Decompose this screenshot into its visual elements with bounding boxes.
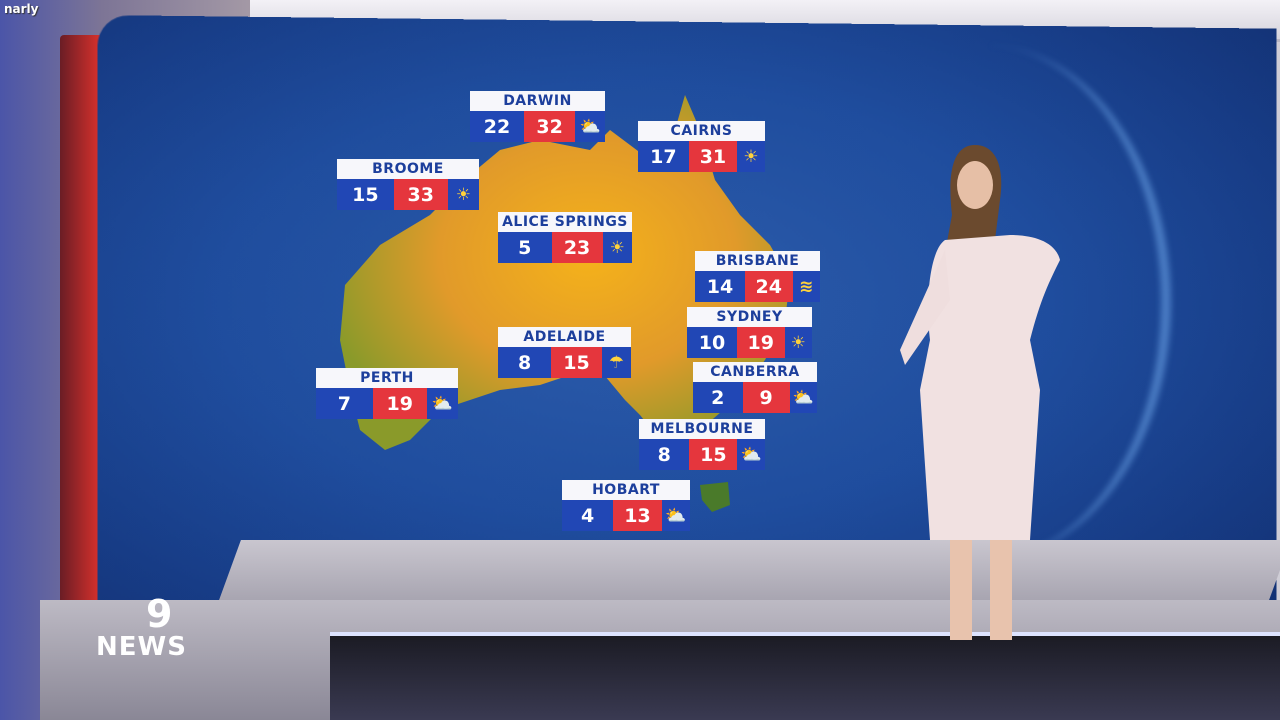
min-temp: 17 [638, 141, 689, 172]
corner-caption: narly [4, 2, 39, 16]
windy-icon: ≋ [792, 271, 820, 302]
city-name: CANBERRA [693, 362, 817, 382]
city-name: PERTH [316, 368, 458, 388]
min-temp: 4 [562, 500, 614, 531]
min-temp: 5 [498, 232, 552, 263]
city-name: CAIRNS [638, 121, 765, 141]
australia-landmass [340, 95, 790, 450]
city-name: MELBOURNE [639, 419, 765, 439]
weather-card-canberra: CANBERRA 2 9 ⛅ [693, 362, 817, 413]
sunny-icon: ☀ [602, 232, 632, 263]
max-temp: 24 [745, 271, 793, 302]
partly-cloudy-icon: ⛅ [661, 500, 690, 531]
max-temp: 13 [613, 500, 662, 531]
max-temp: 19 [372, 388, 427, 419]
max-temp: 15 [689, 439, 738, 470]
weather-card-sydney: SYDNEY 10 19 ☀ [687, 307, 812, 358]
min-temp: 7 [316, 388, 373, 419]
showers-icon: ☂ [601, 347, 631, 378]
weather-card-darwin: DARWIN 22 32 ⛅ [470, 91, 605, 142]
min-temp: 8 [498, 347, 552, 378]
partly-cloudy-icon: ⛅ [737, 439, 765, 470]
city-name: DARWIN [470, 91, 605, 111]
max-temp: 9 [742, 382, 790, 413]
min-temp: 8 [639, 439, 690, 470]
partly-cloudy-icon: ⛅ [426, 388, 458, 419]
min-temp: 2 [693, 382, 743, 413]
max-temp: 15 [551, 347, 602, 378]
weather-card-brisbane: BRISBANE 14 24 ≋ [695, 251, 820, 302]
presenter [900, 145, 1060, 640]
city-name: BROOME [337, 159, 479, 179]
studio-floor [330, 632, 1280, 720]
min-temp: 10 [687, 327, 737, 358]
partly-cloudy-icon: ⛅ [789, 382, 817, 413]
min-temp: 15 [337, 179, 394, 210]
weather-card-hobart: HOBART 4 13 ⛅ [562, 480, 690, 531]
city-name: ADELAIDE [498, 327, 631, 347]
sunny-icon: ☀ [447, 179, 479, 210]
min-temp: 22 [470, 111, 524, 142]
min-temp: 14 [695, 271, 745, 302]
weather-card-perth: PERTH 7 19 ⛅ [316, 368, 458, 419]
max-temp: 33 [393, 179, 448, 210]
sunny-icon: ☀ [784, 327, 812, 358]
weather-card-broome: BROOME 15 33 ☀ [337, 159, 479, 210]
weather-card-alice-springs: ALICE SPRINGS 5 23 ☀ [498, 212, 632, 263]
weather-card-melbourne: MELBOURNE 8 15 ⛅ [639, 419, 765, 470]
max-temp: 32 [524, 111, 576, 142]
weather-card-adelaide: ADELAIDE 8 15 ☂ [498, 327, 631, 378]
stage-riser [219, 540, 1280, 600]
partly-cloudy-icon: ⛅ [575, 111, 605, 142]
max-temp: 19 [737, 327, 785, 358]
city-name: HOBART [562, 480, 690, 500]
max-temp: 23 [551, 232, 603, 263]
tasmania [700, 482, 730, 512]
city-name: ALICE SPRINGS [498, 212, 632, 232]
nine-news-logo: 9 NEWS [96, 592, 187, 662]
city-name: BRISBANE [695, 251, 820, 271]
city-name: SYDNEY [687, 307, 812, 327]
weather-card-cairns: CAIRNS 17 31 ☀ [638, 121, 765, 172]
max-temp: 31 [688, 141, 738, 172]
sunny-icon: ☀ [737, 141, 765, 172]
